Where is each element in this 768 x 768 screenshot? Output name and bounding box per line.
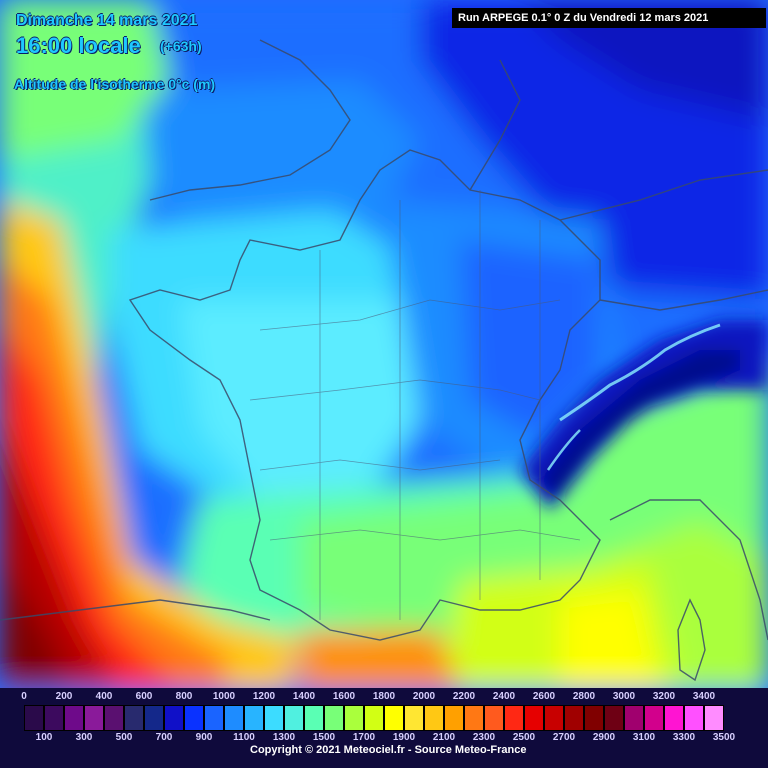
legend-swatch [544, 705, 564, 731]
legend-swatch [384, 705, 404, 731]
legend-upper-label: 1200 [252, 691, 276, 702]
legend-swatch [524, 705, 544, 731]
legend-swatch [144, 705, 164, 731]
legend-swatch [124, 705, 144, 731]
legend-upper-label: 400 [95, 691, 113, 702]
legend-lower-label: 1500 [312, 732, 336, 743]
legend-swatch [84, 705, 104, 731]
legend-swatch [304, 705, 324, 731]
legend-swatch [424, 705, 444, 731]
legend-upper-label: 3000 [612, 691, 636, 702]
legend-swatch [324, 705, 344, 731]
legend-lower-label: 100 [35, 732, 53, 743]
legend-swatch [104, 705, 124, 731]
legend-swatch [584, 705, 604, 731]
legend-lower-label: 300 [75, 732, 93, 743]
legend-upper-label: 3400 [692, 691, 716, 702]
legend-swatch [504, 705, 524, 731]
legend-swatch [404, 705, 424, 731]
legend-swatch [484, 705, 504, 731]
legend-swatch [364, 705, 384, 731]
legend-swatch [264, 705, 284, 731]
legend-swatches [24, 705, 724, 731]
legend-lower-label: 2500 [512, 732, 536, 743]
legend-lower-label: 1100 [233, 732, 255, 743]
legend-lower-label: 2900 [592, 732, 616, 743]
legend-lower-label: 3100 [632, 732, 656, 743]
legend-lower-label: 3300 [672, 732, 696, 743]
legend-upper-label: 200 [55, 691, 73, 702]
legend-lower-label: 1300 [272, 732, 296, 743]
legend-swatch [664, 705, 684, 731]
legend-upper-label: 600 [135, 691, 153, 702]
legend-lower-label: 2300 [472, 732, 496, 743]
legend-upper-label: 800 [175, 691, 193, 702]
legend-upper-label: 2000 [412, 691, 436, 702]
legend-swatch [24, 705, 44, 731]
legend-lower-label: 2700 [552, 732, 576, 743]
legend-swatch [564, 705, 584, 731]
legend-swatch [684, 705, 704, 731]
legend-swatch [164, 705, 184, 731]
forecast-local-time: 16:00 locale [16, 33, 141, 58]
legend-lower-label: 900 [195, 732, 213, 743]
legend-upper-label: 2200 [452, 691, 476, 702]
forecast-date: Dimanche 14 mars 2021 [16, 12, 198, 29]
legend-upper-label: 2600 [532, 691, 556, 702]
legend-swatch [64, 705, 84, 731]
legend-lower-label: 3500 [712, 732, 736, 743]
legend-swatch [244, 705, 264, 731]
model-run-info: Run ARPEGE 0.1° 0 Z du Vendredi 12 mars … [452, 8, 766, 28]
legend-swatch [344, 705, 364, 731]
legend-upper-label: 1800 [372, 691, 396, 702]
legend-upper-label: 0 [21, 691, 27, 702]
legend-upper-label: 3200 [652, 691, 676, 702]
legend-swatch [464, 705, 484, 731]
legend-lower-label: 500 [115, 732, 133, 743]
legend-swatch [704, 705, 724, 731]
legend-upper-label: 1400 [292, 691, 316, 702]
legend-swatch [624, 705, 644, 731]
forecast-offset: (+63h) [160, 38, 202, 54]
legend-swatch [44, 705, 64, 731]
legend-swatch [224, 705, 244, 731]
legend-lower-label: 1900 [392, 732, 416, 743]
legend-lower-label: 2100 [432, 732, 456, 743]
legend-upper-label: 1600 [332, 691, 356, 702]
legend-swatch [644, 705, 664, 731]
layer-title: Altitude de l'isotherme 0°c (m) [14, 76, 216, 92]
copyright-text: Copyright © 2021 Meteociel.fr - Source M… [250, 744, 527, 756]
legend-upper-label: 1000 [212, 691, 236, 702]
legend-swatch [284, 705, 304, 731]
legend-lower-label: 700 [155, 732, 173, 743]
legend-swatch [444, 705, 464, 731]
legend-upper-label: 2800 [572, 691, 596, 702]
legend-lower-label: 1700 [352, 732, 376, 743]
legend-swatch [184, 705, 204, 731]
legend-swatch [604, 705, 624, 731]
legend-upper-label: 2400 [492, 691, 516, 702]
legend-swatch [204, 705, 224, 731]
